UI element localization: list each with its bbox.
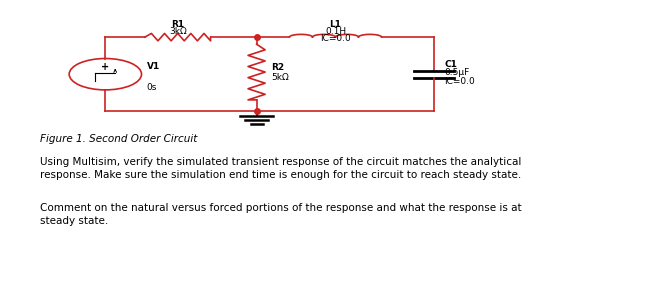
Text: Comment on the natural versus forced portions of the response and what the respo: Comment on the natural versus forced por…	[40, 203, 521, 226]
Text: +: +	[101, 62, 109, 72]
Text: V1: V1	[147, 62, 160, 71]
Text: 0.5μF: 0.5μF	[444, 68, 469, 77]
Text: Using Multisim, verify the simulated transient response of the circuit matches t: Using Multisim, verify the simulated tra…	[40, 157, 521, 180]
Text: 0s: 0s	[147, 83, 157, 92]
Text: C1: C1	[444, 60, 457, 69]
Text: Figure 1. Second Order Circuit: Figure 1. Second Order Circuit	[40, 134, 197, 144]
Text: IC=0.0: IC=0.0	[320, 34, 351, 43]
Text: R2: R2	[271, 63, 285, 72]
Text: 3kΩ: 3kΩ	[169, 27, 187, 36]
Text: L1: L1	[329, 20, 342, 29]
Text: 0.1H: 0.1H	[325, 27, 346, 36]
Text: IC=0.0: IC=0.0	[444, 77, 475, 86]
Text: 5kΩ: 5kΩ	[271, 73, 289, 82]
Text: R1: R1	[171, 20, 185, 29]
